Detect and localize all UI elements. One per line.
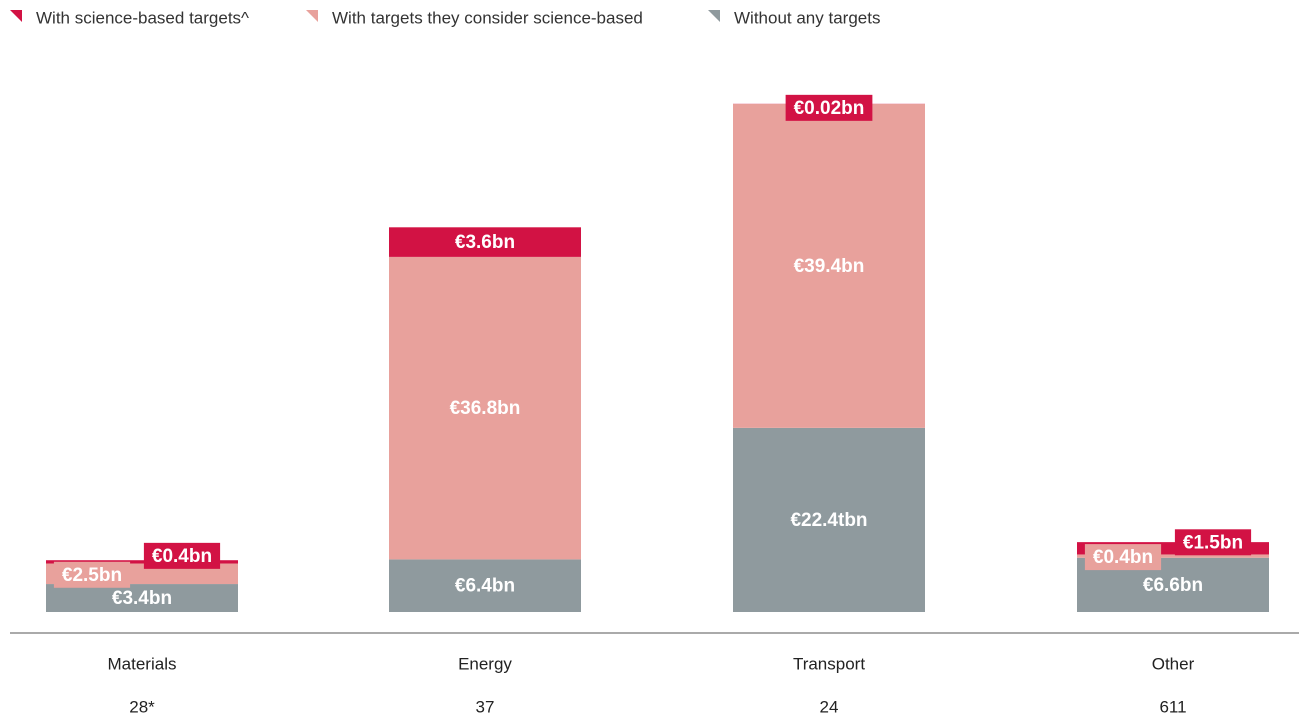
count-label: 611: [1159, 697, 1186, 716]
count-label: 28*: [129, 697, 155, 716]
value-label-box: [1174, 529, 1252, 556]
value-label-box: [53, 561, 131, 588]
legend-swatch: [708, 10, 720, 22]
legend-swatch: [306, 10, 318, 22]
value-label: €1.5bn: [1183, 532, 1243, 553]
count-label: 37: [476, 697, 495, 716]
bar-segment: [46, 560, 238, 564]
x-tick-label: Transport: [793, 654, 865, 673]
value-label: €22.4tbn: [790, 510, 867, 531]
value-label-box: [1084, 544, 1162, 571]
bar-segment: [733, 427, 925, 612]
bar-segment: [389, 256, 581, 560]
value-label-box: [143, 542, 221, 569]
value-label: €0.4bn: [152, 546, 212, 567]
legend-label: Without any targets: [734, 8, 880, 27]
value-label-box: [785, 94, 873, 121]
value-label: €0.02bn: [794, 98, 865, 119]
value-label: €2.5bn: [62, 565, 122, 586]
x-tick-label: Materials: [108, 654, 177, 673]
legend-swatch: [10, 10, 22, 22]
value-label: €6.4bn: [455, 576, 515, 597]
x-tick-label: Energy: [458, 654, 512, 673]
bar-segment: [389, 559, 581, 612]
count-label: 24: [820, 697, 839, 716]
x-tick-label: Other: [1152, 654, 1195, 673]
value-label: €0.4bn: [1093, 547, 1153, 568]
bar-segment: [733, 104, 925, 428]
legend-label: With science-based targets^: [36, 8, 249, 27]
legend-label: With targets they consider science-based: [332, 8, 643, 27]
bar-segment: [389, 227, 581, 257]
value-label: €3.4bn: [112, 588, 172, 609]
value-label: €36.8bn: [450, 398, 521, 419]
value-label: €6.6bn: [1143, 575, 1203, 596]
bar-segment: [46, 584, 238, 612]
value-label: €39.4bn: [794, 256, 865, 277]
value-label: €3.6bn: [455, 232, 515, 253]
bar-segment: [1077, 554, 1269, 558]
